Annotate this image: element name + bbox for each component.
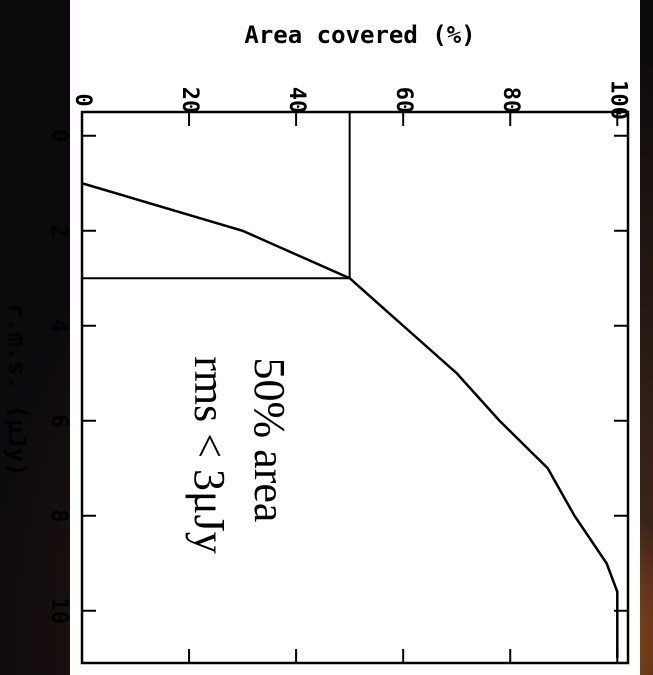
x-tick-label: 0 [46, 129, 71, 142]
x-tick-label: 8 [46, 509, 71, 522]
data-line [81, 182, 619, 659]
x-tick-label: 2 [46, 224, 71, 237]
plot-panel [70, 0, 640, 675]
y-tick-label: 60 [391, 87, 416, 114]
y-tick-label: 80 [498, 87, 523, 114]
plot-frame [80, 110, 630, 665]
y-tick-label: 0 [70, 93, 95, 106]
annotation: rms < 3μJy [185, 356, 234, 554]
y-tick-label: 40 [284, 87, 309, 114]
x-tick-label: 4 [46, 319, 71, 332]
y-tick-label: 20 [177, 87, 202, 114]
y-axis-title: Area covered (%) [244, 21, 475, 49]
x-tick-label: 10 [46, 598, 71, 625]
x-axis-title: r.m.s. (μJy) [3, 303, 31, 476]
x-tick-label: 6 [46, 414, 71, 427]
annotation: 50% area [245, 358, 294, 523]
y-tick-label: 100 [605, 80, 630, 120]
